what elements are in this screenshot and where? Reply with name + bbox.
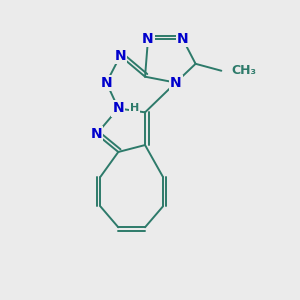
Text: N: N: [115, 49, 126, 63]
Text: CH₃: CH₃: [231, 64, 256, 77]
Text: N: N: [177, 32, 188, 46]
Text: N: N: [100, 76, 112, 90]
Text: H: H: [130, 103, 139, 113]
Text: N: N: [142, 32, 154, 46]
Text: N: N: [112, 101, 124, 116]
Text: N: N: [91, 127, 102, 141]
Text: N: N: [170, 76, 182, 90]
